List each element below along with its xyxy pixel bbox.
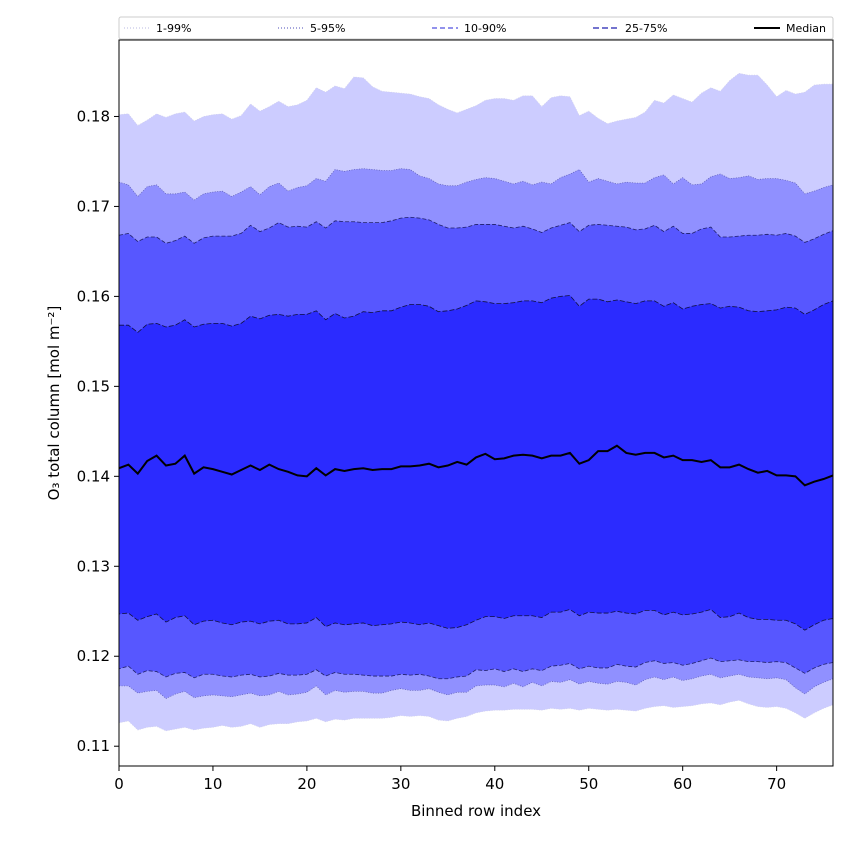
y-tick-label: 0.15 [77,377,110,395]
y-tick-label: 0.13 [77,557,110,575]
x-tick-label: 0 [114,775,124,793]
band-1-99-upper-edge [118,72,833,126]
band-5-95-lower-edge [119,673,834,699]
legend-label: Median [786,22,826,35]
median-series [118,444,834,487]
legend: 1-99% 5-95% 10-90% 25-75% Median [118,16,834,40]
band-25-75-upper-edge [119,295,834,333]
band-1-99-lower-edge [118,700,834,732]
y-tick-label: 0.14 [77,467,110,485]
legend-label: 1-99% [156,22,191,35]
band-25-75-lower-edge [118,609,834,631]
x-tick-label: 10 [203,775,222,793]
x-tick-label: 60 [673,775,692,793]
x-axis-ticks: 0 10 20 30 40 50 60 70 [114,766,786,793]
legend-frame [118,16,834,40]
legend-label: 10-90% [464,22,506,35]
band-5-95-upper-edge [118,168,834,201]
x-tick-label: 40 [485,775,504,793]
percentile-bands [118,72,834,732]
y-tick-label: 0.11 [77,737,110,755]
y-tick-label: 0.12 [77,647,110,665]
y-axis-label: O₃ total column [mol m⁻²] [45,306,63,501]
band-10-90-upper-edge [118,216,834,244]
legend-label: 5-95% [310,22,345,35]
x-tick-label: 70 [767,775,786,793]
y-tick-label: 0.16 [77,287,110,305]
plot-frame [118,39,834,767]
band-25-75-fill [119,295,833,631]
legend-label: 25-75% [625,22,667,35]
x-tick-label: 20 [297,775,316,793]
y-tick-label: 0.18 [77,107,110,125]
band-10-90-lower-edge [118,657,834,680]
x-tick-label: 50 [579,775,598,793]
y-tick-label: 0.17 [77,197,110,215]
x-axis-label: Binned row index [411,802,541,820]
median-line [118,444,834,487]
y-axis-ticks: 0.11 0.12 0.13 0.14 0.15 0.16 0.17 0.18 [77,107,119,755]
x-tick-label: 30 [391,775,410,793]
